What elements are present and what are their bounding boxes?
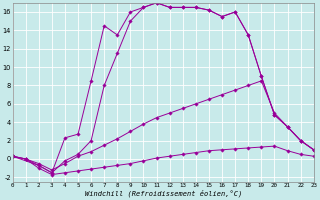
X-axis label: Windchill (Refroidissement éolien,°C): Windchill (Refroidissement éolien,°C) [84,190,242,197]
